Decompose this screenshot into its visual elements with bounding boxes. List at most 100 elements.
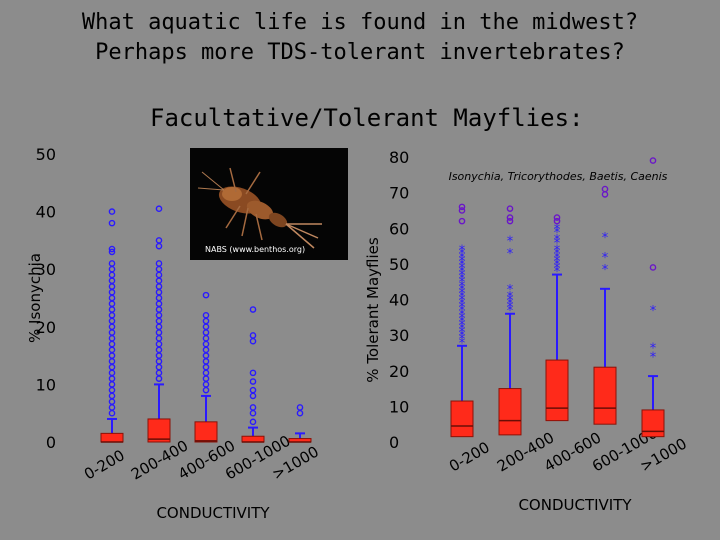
left-outlier-point [108, 245, 116, 253]
right-outlier-point: * [507, 283, 514, 298]
left-outlier-point [202, 329, 210, 336]
right-x-axis-label: CONDUCTIVITY [518, 496, 632, 514]
left-outlier-point [249, 369, 257, 377]
right-y-tick-label: 10 [389, 397, 409, 416]
right-y-tick-label: 50 [389, 255, 409, 274]
left-outlier-point [155, 260, 163, 267]
left-outlier-point [155, 271, 163, 279]
left-outlier-point [202, 375, 210, 382]
right-outlier-point: * [459, 254, 466, 269]
left-outlier-point [155, 358, 163, 365]
left-outlier-point [249, 378, 257, 385]
right-outlier-point: * [554, 226, 561, 241]
left-outlier-point [155, 306, 163, 313]
left-outlier-point [202, 323, 210, 331]
left-outlier-point [108, 363, 116, 371]
right-outlier-point: * [459, 283, 466, 298]
left-outlier-point [108, 346, 116, 354]
left-outlier-point [155, 265, 163, 273]
left-outlier-point [296, 409, 304, 417]
left-outlier-point [108, 398, 116, 405]
left-outlier-point [202, 369, 210, 377]
left-outlier-point [155, 294, 163, 302]
left-outlier-point [108, 277, 116, 285]
right-outlier-point: * [554, 265, 561, 280]
right-y-tick-label: 20 [389, 362, 409, 381]
left-y-tick-label: 0 [46, 433, 56, 452]
left-outlier-point [155, 323, 163, 331]
right-y-tick-label: 60 [389, 219, 409, 238]
left-box [100, 432, 124, 443]
right-outlier-point: * [459, 265, 466, 280]
left-outlier-point [108, 208, 116, 215]
right-y-tick-label: 30 [389, 326, 409, 345]
right-outlier-point: * [459, 244, 466, 259]
left-outlier-point [108, 283, 116, 290]
left-outlier-point [249, 409, 257, 417]
left-outlier-point [108, 352, 116, 359]
right-outlier-point: * [459, 301, 466, 316]
left-outlier-point [155, 335, 163, 342]
left-outlier-point [108, 219, 116, 227]
right-outlier-point [553, 217, 561, 225]
right-outlier-point: * [459, 326, 466, 341]
left-y-tick-label: 30 [36, 260, 56, 279]
left-outlier-point [108, 260, 116, 267]
right-outlier-point: * [459, 336, 466, 351]
right-outlier-point [649, 264, 657, 271]
right-outlier-point [553, 214, 561, 221]
right-outlier-point: * [602, 251, 609, 266]
right-outlier-point [458, 217, 466, 225]
left-outlier-point [108, 392, 116, 400]
left-outlier-point [202, 386, 210, 394]
left-outlier-point [108, 248, 116, 256]
left-box [194, 421, 218, 443]
right-series-label: Isonychia, Tricorythodes, Baetis, Caenis [449, 170, 668, 183]
left-category-label: 0-200 [81, 446, 128, 483]
right-outlier-point: * [507, 235, 514, 250]
right-y-tick-label: 40 [389, 291, 409, 310]
right-outlier-point: * [554, 254, 561, 269]
left-outlier-point [249, 306, 257, 313]
title-line-2: Perhaps more TDS-tolerant invertebrates? [95, 40, 625, 65]
left-outlier-point [202, 311, 210, 319]
right-outlier-point [601, 185, 609, 193]
left-outlier-point [202, 358, 210, 365]
left-outlier-point [155, 369, 163, 377]
left-y-tick-label: 20 [36, 318, 56, 337]
right-category-label: 0-200 [446, 438, 493, 475]
left-outlier-point [108, 409, 116, 417]
right-outlier-point: * [459, 294, 466, 309]
right-outlier-point: * [459, 279, 466, 294]
right-outlier-point: * [554, 222, 561, 237]
subtitle: Facultative/Tolerant Mayflies: [150, 104, 584, 132]
left-y-tick-label: 10 [36, 375, 56, 394]
right-outlier-point: * [554, 233, 561, 248]
right-outlier-point: * [602, 263, 609, 278]
right-outlier-point: * [554, 244, 561, 259]
left-outlier-point [108, 340, 116, 348]
left-outlier-point [108, 369, 116, 377]
right-outlier-point: * [507, 304, 514, 319]
right-outlier-point: * [554, 261, 561, 276]
right-outlier-point: * [459, 276, 466, 291]
right-outlier-point [601, 191, 609, 198]
right-outlier-point: * [459, 272, 466, 287]
right-outlier-point: * [459, 318, 466, 333]
right-outlier-point [458, 203, 466, 211]
right-outlier-point: * [459, 333, 466, 348]
left-outlier-point [249, 337, 257, 345]
left-outlier-point [155, 237, 163, 244]
right-outlier-point: * [554, 258, 561, 273]
left-outlier-point [155, 352, 163, 359]
left-outlier-point [108, 404, 116, 411]
left-outlier-point [155, 346, 163, 354]
right-outlier-point: * [459, 308, 466, 323]
left-box [241, 435, 265, 443]
right-outlier-point: * [459, 315, 466, 330]
left-outlier-point [155, 242, 163, 250]
left-outlier-point [202, 317, 210, 325]
left-y-tick-label: 40 [36, 203, 56, 222]
right-outlier-point: * [459, 322, 466, 337]
